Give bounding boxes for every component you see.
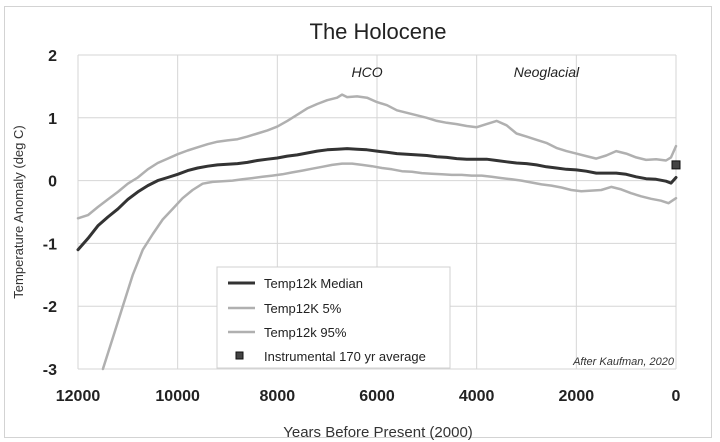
legend-box [216, 266, 451, 369]
legend: Temp12k Median Temp12K 5% Temp12k 95% Instr… [216, 266, 451, 369]
x-tick-label: 8000 [260, 388, 296, 405]
y-tick-label: 1 [48, 111, 57, 128]
grid [77, 54, 677, 370]
legend-label: Temp12k 95% [264, 325, 347, 340]
y-tick-label: 2 [48, 48, 57, 65]
chart-credit: After Kaufman, 2020 [572, 356, 675, 368]
x-tick-labels: 12000 10000 8000 6000 4000 2000 0 [56, 388, 681, 405]
legend-swatch-instrumental [235, 351, 244, 360]
x-tick-label: 2000 [559, 388, 595, 405]
instrumental-marker [671, 160, 681, 170]
legend-label: Temp12k Median [264, 276, 363, 291]
series-temp12k-95 [76, 93, 678, 220]
annotation-label: HCO [351, 64, 382, 80]
x-tick-label: 4000 [459, 388, 495, 405]
x-tick-label: 6000 [359, 388, 395, 405]
y-axis-label: Temperature Anomaly (deg C) [11, 125, 26, 298]
x-axis-label: Years Before Present (2000) [283, 424, 473, 441]
y-tick-label: -3 [43, 362, 57, 379]
x-tick-label: 10000 [155, 388, 200, 405]
y-tick-label: 0 [48, 174, 57, 191]
legend-label: Temp12K 5% [264, 301, 342, 316]
annotation-label: Neoglacial [514, 64, 580, 80]
y-tick-label: -2 [43, 299, 57, 316]
legend-label: Instrumental 170 yr average [264, 349, 426, 364]
annotations: HCO Neoglacial [351, 64, 580, 80]
y-tick-label: -1 [43, 236, 57, 253]
x-tick-label: 0 [672, 388, 681, 405]
chart-title: The Holocene [310, 19, 447, 44]
x-tick-label: 12000 [56, 388, 101, 405]
y-tick-labels: 2 1 0 -1 -2 -3 [43, 48, 57, 379]
series-temp12k-median [76, 147, 678, 252]
series-temp12k-5 [101, 162, 678, 371]
series-layer [76, 93, 681, 371]
